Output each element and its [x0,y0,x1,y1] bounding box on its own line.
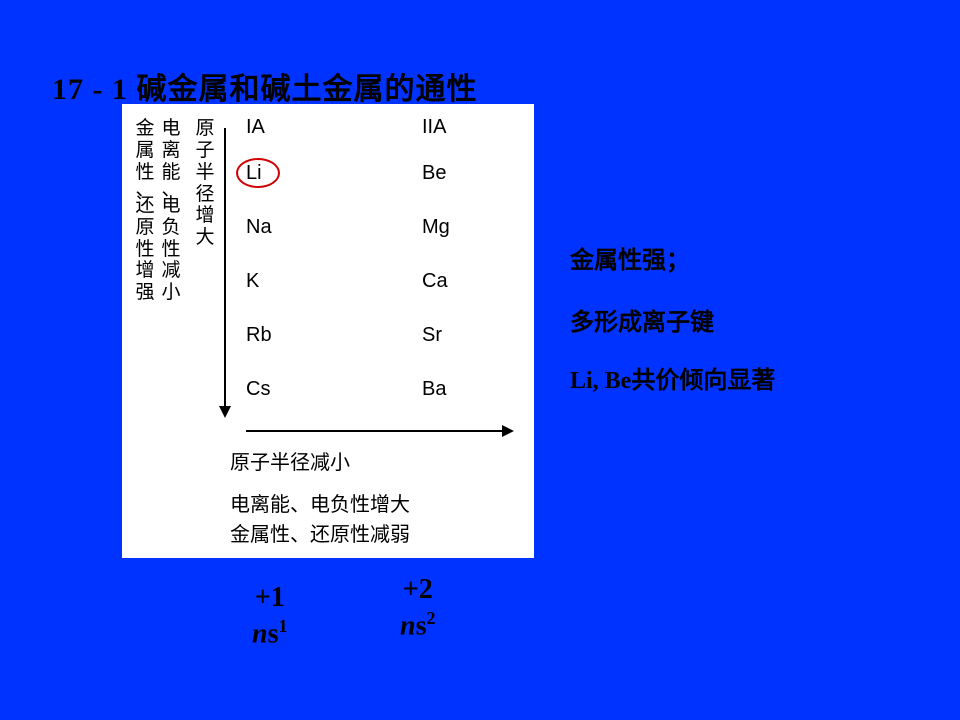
down-arrow [224,128,226,416]
el-ca: Ca [422,270,448,293]
el-k: K [246,270,259,293]
oxidation-iia: +2 ns2 [400,572,435,643]
el-be: Be [422,162,446,185]
el-rb: Rb [246,324,272,347]
el-ba: Ba [422,378,446,401]
note-ionic-bond: 多形成离子键 [570,302,714,337]
vlabel-atomic-radius: 原子半径增大 [194,118,216,249]
vlabel-ionization-en: 电离能 、 电负性减小 [160,118,182,304]
group-header-iia: IIA [422,116,446,139]
blabel-metallic: 金属性、还原性减弱 [230,518,410,547]
el-cs: Cs [246,378,270,401]
right-arrow [246,430,512,432]
oxidation-ia: +1 ns1 [252,580,287,651]
el-mg: Mg [422,216,450,239]
econfig-ns1: ns1 [252,615,287,651]
trend-diagram: 金属性 、 还原性增强 电离能 、 电负性减小 原子半径增大 IA IIA Li… [122,104,534,558]
note-libe-covalent: Li, Be共价倾向显著 [570,360,775,395]
econfig-ns2: ns2 [400,607,435,643]
ox-plus2: +2 [400,572,435,607]
el-na: Na [246,216,272,239]
vlabel-metallic-reducing: 金属性 、 还原性增强 [134,118,156,304]
slide-title: 17 - 1 碱金属和碱土金属的通性 [52,64,478,108]
blabel-ion-en: 电离能、电负性增大 [230,488,410,517]
ox-plus1: +1 [252,580,287,615]
el-li: Li [246,162,262,185]
note-metallic-strong: 金属性强； [570,240,690,275]
group-header-ia: IA [246,116,265,139]
el-sr: Sr [422,324,442,347]
blabel-radius: 原子半径减小 [230,446,350,475]
